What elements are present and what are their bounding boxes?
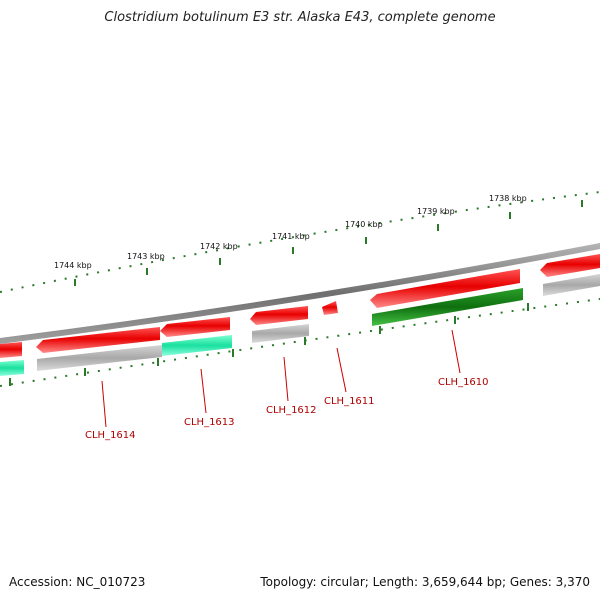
kbp-label: 1740 kbp [345,220,383,229]
cds-feature[interactable] [160,317,230,337]
tick-ring-lower [0,298,600,387]
kbp-label: 1744 kbp [54,261,92,270]
gene-label[interactable]: CLH_1610 [438,377,489,388]
kbp-scale: 1744 kbp 1743 kbp 1742 kbp 1741 kbp 1740… [54,194,527,270]
cds-feature[interactable] [540,254,600,277]
kbp-label: 1743 kbp [127,252,165,261]
kbp-label: 1741 kbp [272,232,310,241]
gene-feature[interactable] [37,345,162,371]
genome-backbone [0,243,600,344]
gene-label[interactable]: CLH_1611 [324,396,375,407]
cds-feature[interactable] [370,269,520,308]
rna-feature[interactable] [162,335,232,356]
cds-feature[interactable] [36,327,160,353]
tick-ring-upper [0,191,600,293]
label-leaders [101,329,461,428]
map-title: Clostridium botulinum E3 str. Alaska E43… [104,10,496,25]
kbp-label: 1742 kbp [200,242,238,251]
rna-feature[interactable] [0,360,24,376]
gene-label[interactable]: CLH_1613 [184,417,235,428]
gene-label[interactable]: CLH_1614 [85,430,136,441]
cds-feature[interactable] [250,306,308,325]
accession-text: Accession: NC_010723 [9,575,146,589]
kbp-label: 1739 kbp [417,207,455,216]
genome-summary: Topology: circular; Length: 3,659,644 bp… [260,575,590,589]
forward-cds-track [0,254,600,358]
gene-label[interactable]: CLH_1612 [266,405,317,416]
kbp-label: 1738 kbp [489,194,527,203]
gene-labels: CLH_1614 CLH_1613 CLH_1612 CLH_1611 CLH_… [85,377,489,441]
gene-track [0,274,600,376]
gene-feature[interactable] [543,274,600,296]
cds-feature[interactable] [322,301,338,315]
highlight-gene-feature[interactable] [372,288,523,326]
gene-feature[interactable] [252,324,309,343]
cds-feature[interactable] [0,342,22,358]
